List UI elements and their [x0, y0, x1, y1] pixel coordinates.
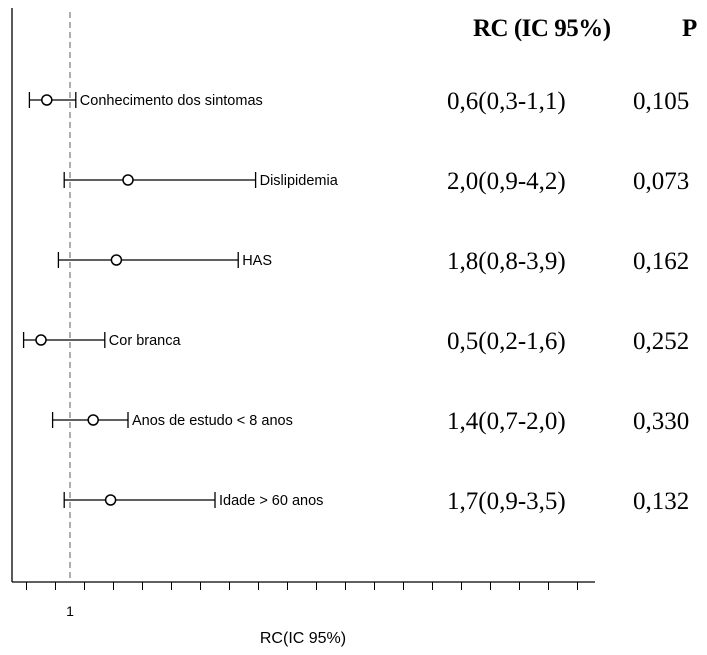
estimate-point: [110, 254, 123, 266]
forest-row: HAS 1,8(0,8-3,9) 0,162: [57, 248, 689, 275]
forest-row: Cor branca 0,5(0,2-1,6) 0,252: [22, 328, 689, 355]
estimate-point: [104, 494, 117, 506]
p-value: 0,105: [633, 88, 689, 115]
p-column-header: P: [682, 15, 697, 42]
row-label: Cor branca: [109, 333, 182, 349]
ci-value: 1,8(0,8-3,9): [447, 248, 566, 275]
ci-value: 0,6(0,3-1,1): [447, 88, 566, 115]
estimate-point: [122, 174, 134, 186]
ci-value: 2,0(0,9-4,2): [447, 168, 566, 195]
row-label: Dislipidemia: [260, 173, 339, 189]
forest-rows: Conhecimento dos sintomas 0,6(0,3-1,1) 0,1…: [22, 88, 689, 515]
x-tick-label: 1: [66, 603, 74, 619]
ci-value: 1,4(0,7-2,0): [447, 408, 566, 435]
row-label: Anos de estudo < 8 anos: [132, 413, 293, 429]
estimate-point: [35, 334, 47, 346]
ci-value: 0,5(0,2-1,6): [447, 328, 566, 355]
p-value: 0,252: [633, 328, 689, 355]
p-value: 0,330: [633, 408, 689, 435]
ci-value: 1,7(0,9-3,5): [447, 488, 566, 515]
forest-row: Conhecimento dos sintomas 0,6(0,3-1,1) 0,1…: [28, 88, 689, 115]
estimate-point: [87, 414, 99, 426]
x-axis-label: RC(IC 95%): [260, 630, 346, 647]
p-value: 0,073: [633, 168, 689, 195]
p-value: 0,132: [633, 488, 689, 515]
row-label: HAS: [242, 253, 272, 269]
row-label: Idade > 60 anos: [219, 493, 323, 509]
row-label: Conhecimento dos sintomas: [80, 93, 263, 109]
p-value: 0,162: [633, 248, 689, 275]
axes: [11, 8, 595, 583]
x-axis-ticks: [26, 582, 578, 590]
estimate-point: [41, 94, 53, 106]
estimate-column-header: RC (IC 95%): [473, 15, 611, 42]
forest-row: Idade > 60 anos 1,7(0,9-3,5) 0,132: [63, 488, 689, 515]
forest-row: Dislipidemia 2,0(0,9-4,2) 0,073: [63, 168, 689, 195]
forest-row: Anos de estudo < 8 anos 1,4(0,7-2,0) 0,330: [51, 408, 689, 435]
